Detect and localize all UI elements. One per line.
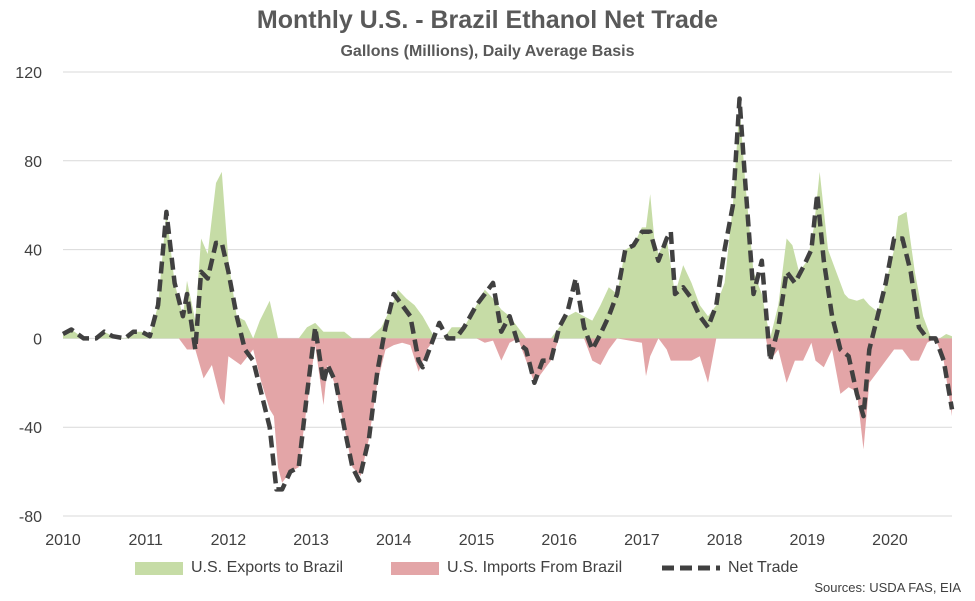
y-tick-label: 40 — [24, 243, 42, 260]
x-tick-label: 2020 — [872, 532, 908, 549]
source-note: Sources: USDA FAS, EIA — [814, 580, 961, 595]
y-tick-label: 80 — [24, 154, 42, 171]
x-tick-label: 2015 — [459, 532, 495, 549]
x-tick-label: 2017 — [624, 532, 660, 549]
legend: U.S. Exports to Brazil U.S. Imports From … — [0, 559, 975, 583]
x-tick-label: 2014 — [376, 532, 412, 549]
legend-swatch — [135, 561, 183, 575]
x-tick-label: 2012 — [211, 532, 247, 549]
net-trade-line — [61, 96, 955, 492]
x-tick-label: 2010 — [45, 532, 81, 549]
y-tick-label: 0 — [33, 331, 42, 348]
chart-subtitle: Gallons (Millions), Daily Average Basis — [340, 43, 635, 60]
legend-label: U.S. Exports to Brazil — [191, 559, 344, 576]
x-tick-label: 2019 — [789, 532, 825, 549]
legend-swatch — [662, 565, 720, 571]
x-tick-labels: 2010 2011 2012 2013 2014 2015 2016 2017 2018 2019… — [45, 532, 908, 549]
legend-item: U.S. Exports to Brazil — [135, 559, 343, 577]
legend-item: U.S. Imports From Brazil — [391, 559, 622, 577]
legend-item: Net Trade — [662, 559, 798, 577]
legend-label: U.S. Imports From Brazil — [447, 559, 623, 576]
line-series — [61, 96, 955, 492]
x-tick-label: 2013 — [293, 532, 329, 549]
area-series — [63, 105, 952, 483]
y-tick-label: -40 — [19, 420, 42, 437]
y-tick-labels: -80 -40 0 40 80 120 — [15, 65, 42, 526]
chart-title: Monthly U.S. - Brazil Ethanol Net Trade — [256, 6, 719, 34]
x-tick-label: 2016 — [541, 532, 577, 549]
legend-swatch — [391, 561, 439, 575]
area-series-1 — [63, 338, 952, 483]
y-tick-label: 120 — [15, 65, 42, 82]
y-tick-label: -80 — [19, 509, 42, 526]
area-series-0 — [63, 105, 952, 339]
gridlines — [63, 71, 952, 517]
x-tick-label: 2011 — [128, 532, 163, 549]
legend-label: Net Trade — [728, 559, 799, 576]
x-tick-label: 2018 — [707, 532, 743, 549]
